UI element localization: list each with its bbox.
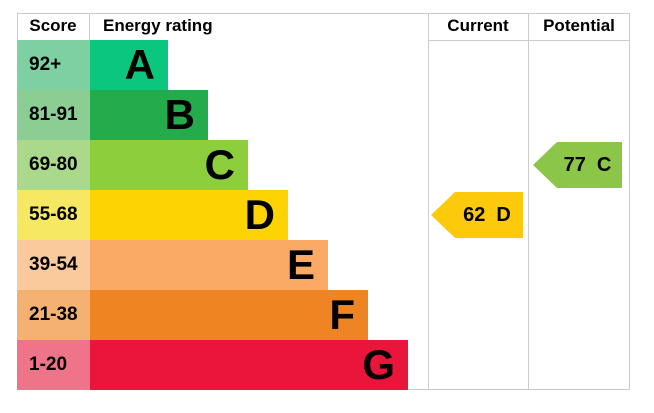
band-bar: A [90,40,168,90]
potential-column-header: Potential [543,16,615,35]
epc-table: Score Energy rating Current Potential 92… [17,13,630,390]
band-letter: F [329,291,355,338]
band-row-b: 81-91 B [17,90,630,140]
current-rating-letter: D [496,203,511,226]
band-bar: D [90,190,288,240]
table-top-border [17,13,630,14]
band-row-d: 55-68 D [17,190,630,240]
band-row-e: 39-54 E [17,240,630,290]
potential-rating-value: 77 [563,153,586,176]
band-letter: A [124,41,155,88]
band-letter: E [286,241,315,288]
band-bar: G [90,340,408,390]
band-bar: E [90,240,328,290]
band-score-range: 39-54 [17,240,90,290]
band-row-a: 92+ A [17,40,630,90]
band-letter: B [164,91,195,138]
header-underline [428,40,630,41]
band-row-c: 69-80 C [17,140,630,190]
band-score-range: 81-91 [17,90,90,140]
band-bar: B [90,90,208,140]
current-column-divider [428,13,429,390]
band-score-range: 55-68 [17,190,90,240]
table-right-border [629,13,630,390]
potential-column-divider [528,13,529,390]
band-row-g: 1-20 G [17,340,630,390]
band-bar: C [90,140,248,190]
current-rating-value: 62 [463,203,486,226]
band-score-range: 69-80 [17,140,90,190]
potential-rating-letter: C [596,153,612,176]
energy-rating-column-header: Energy rating [103,16,213,35]
band-row-f: 21-38 F [17,290,630,340]
band-score-range: 1-20 [17,340,90,390]
current-column-header: Current [447,16,509,35]
band-score-range: 21-38 [17,290,90,340]
band-letter: C [204,141,235,188]
band-letter: D [244,191,275,238]
score-column-divider [89,13,90,40]
band-bar: F [90,290,368,340]
score-column-header: Score [29,16,77,35]
band-letter: G [362,341,395,388]
band-score-range: 92+ [17,40,90,90]
